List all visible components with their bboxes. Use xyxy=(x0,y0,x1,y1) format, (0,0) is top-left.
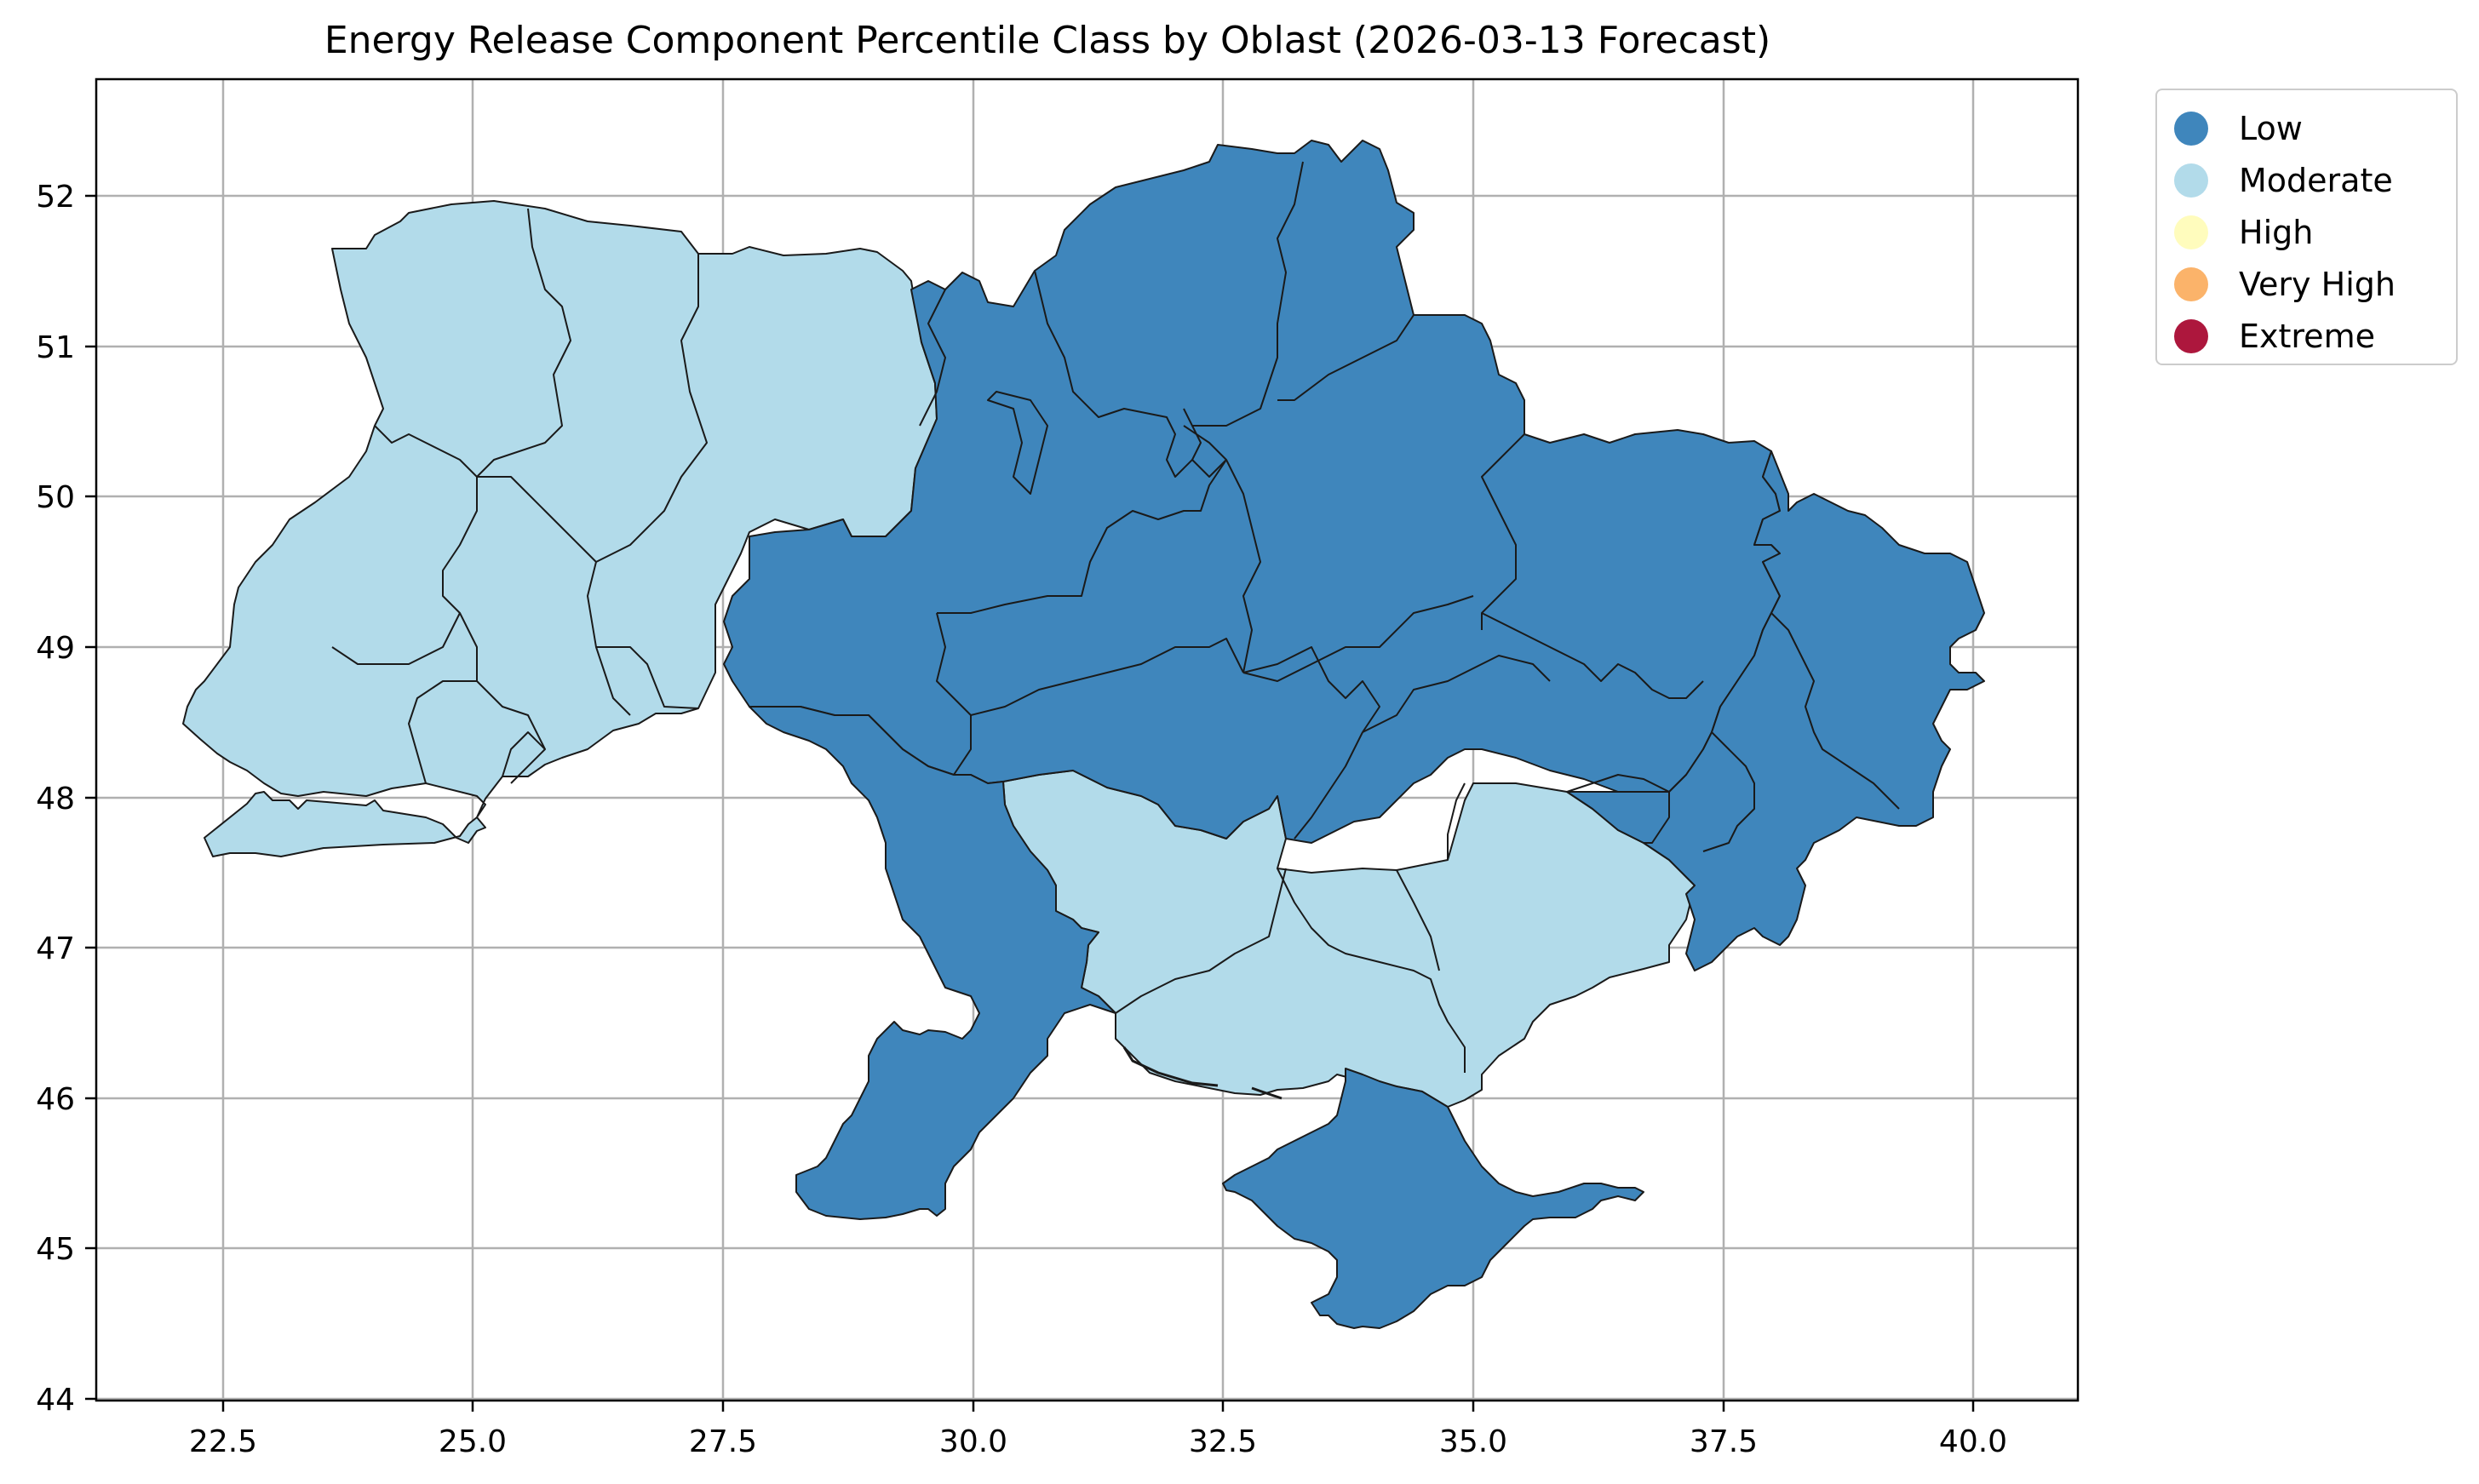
legend-label: Extreme xyxy=(2239,318,2375,355)
x-tick-label: 30.0 xyxy=(939,1424,1007,1459)
region-crimea[interactable] xyxy=(1222,1068,1644,1329)
y-tick-label: 50 xyxy=(36,480,75,515)
region-south-west[interactable] xyxy=(749,706,1116,1220)
legend-label: High xyxy=(2239,214,2314,251)
y-tick-label: 51 xyxy=(36,330,75,365)
legend-label: Moderate xyxy=(2239,162,2393,199)
y-tick-label: 45 xyxy=(36,1232,75,1267)
x-tick-label: 35.0 xyxy=(1439,1424,1507,1459)
region-east[interactable] xyxy=(1566,450,1985,971)
x-tick-label: 27.5 xyxy=(689,1424,757,1459)
y-tick-label: 49 xyxy=(36,631,75,666)
legend-marker-icon xyxy=(2174,267,2208,301)
y-tick-label: 48 xyxy=(36,782,75,816)
x-tick-label: 22.5 xyxy=(189,1424,257,1459)
legend-item-high: High xyxy=(2174,211,2313,254)
legend-marker-icon xyxy=(2174,215,2208,249)
axes-frame xyxy=(95,77,2080,1402)
x-tick-label: 40.0 xyxy=(1939,1424,2007,1459)
legend-item-very-high: Very High xyxy=(2174,263,2396,306)
legend-item-moderate: Moderate xyxy=(2174,159,2393,202)
region-west[interactable] xyxy=(182,200,938,857)
legend-label: Low xyxy=(2239,110,2303,147)
legend-marker-icon xyxy=(2174,319,2208,353)
y-tick-marks xyxy=(85,194,96,1401)
legend-marker-icon xyxy=(2174,163,2208,198)
y-tick-label: 47 xyxy=(36,931,75,966)
y-tick-label: 44 xyxy=(36,1383,75,1418)
y-tick-label: 52 xyxy=(36,180,75,215)
legend-label: Very High xyxy=(2239,266,2396,303)
x-tick-marks xyxy=(221,1401,1975,1412)
map-regions xyxy=(182,140,1985,1329)
map-title: Energy Release Component Percentile Clas… xyxy=(324,19,1771,62)
legend-marker-icon xyxy=(2174,112,2208,146)
x-tick-label: 37.5 xyxy=(1690,1424,1758,1459)
legend: Low Moderate High Very High Extreme xyxy=(2155,89,2458,365)
legend-item-low: Low xyxy=(2174,107,2303,150)
x-tick-label: 25.0 xyxy=(439,1424,507,1459)
x-tick-label: 32.5 xyxy=(1189,1424,1257,1459)
legend-item-extreme: Extreme xyxy=(2174,315,2375,358)
y-tick-label: 46 xyxy=(36,1082,75,1117)
